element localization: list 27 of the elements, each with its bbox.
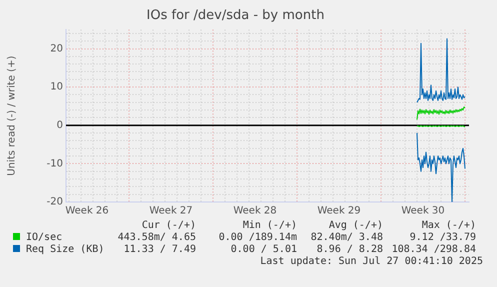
- text: Cur (-/+): [142, 220, 196, 231]
- text: 443.58m/ 4.65: [118, 232, 196, 243]
- y-tick-label: 10: [50, 82, 63, 93]
- y-tick-label: -20: [46, 196, 63, 208]
- text: 8.96 / 8.28: [316, 244, 383, 255]
- y-tick-label: 0: [56, 120, 63, 131]
- text: 9.12 /33.79: [410, 232, 476, 243]
- y-tick-label: 20: [50, 43, 63, 54]
- x-tick-label: Week 29: [317, 206, 361, 217]
- chart-title: IOs for /dev/sda - by month: [146, 8, 324, 24]
- text: Max (-/+): [422, 220, 476, 231]
- legend-label: Req Size (KB): [25, 244, 104, 255]
- legend-label: IO/sec: [25, 232, 62, 243]
- y-tick-label: -10: [46, 158, 63, 170]
- text: 0.00 / 5.01: [230, 244, 297, 255]
- text: Avg (-/+): [328, 220, 383, 231]
- x-tick-label: Week 27: [149, 206, 193, 217]
- y-axis-title: Units read (-) / write (+): [6, 56, 18, 176]
- text: 0.00 /189.14m: [218, 232, 297, 243]
- x-tick-label: Week 26: [65, 206, 109, 217]
- text: Last update: Sun Jul 27 00:41:10 2025: [260, 256, 483, 267]
- x-tick-label: Week 30: [401, 206, 445, 217]
- text: 108.34 /298.84: [392, 244, 476, 255]
- x-tick-label: Week 28: [233, 206, 277, 217]
- text: Min (-/+): [242, 220, 297, 231]
- text: 11.33 / 7.49: [124, 244, 196, 255]
- text: 82.40m/ 3.48: [310, 232, 383, 243]
